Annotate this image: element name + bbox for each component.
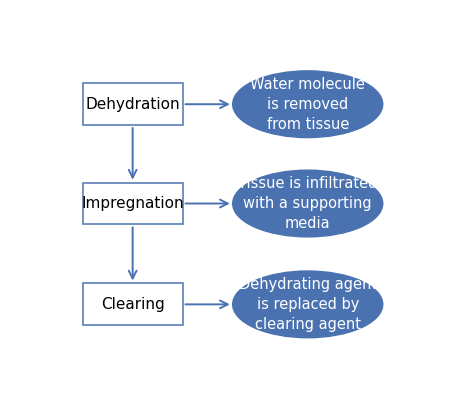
- Text: Dehydrating agent
is replaced by
clearing agent: Dehydrating agent is replaced by clearin…: [239, 277, 377, 332]
- FancyBboxPatch shape: [83, 283, 183, 325]
- Text: Impregnation: Impregnation: [81, 196, 184, 211]
- Text: Water molecule
is removed
from tissue: Water molecule is removed from tissue: [250, 77, 365, 131]
- Text: Tissue is infiltrated
with a supporting
media: Tissue is infiltrated with a supporting …: [238, 176, 378, 231]
- Ellipse shape: [233, 271, 383, 338]
- FancyBboxPatch shape: [83, 183, 183, 224]
- FancyBboxPatch shape: [83, 83, 183, 125]
- Ellipse shape: [233, 170, 383, 237]
- Text: Dehydration: Dehydration: [85, 97, 180, 112]
- Ellipse shape: [233, 71, 383, 137]
- Text: Clearing: Clearing: [101, 297, 165, 312]
